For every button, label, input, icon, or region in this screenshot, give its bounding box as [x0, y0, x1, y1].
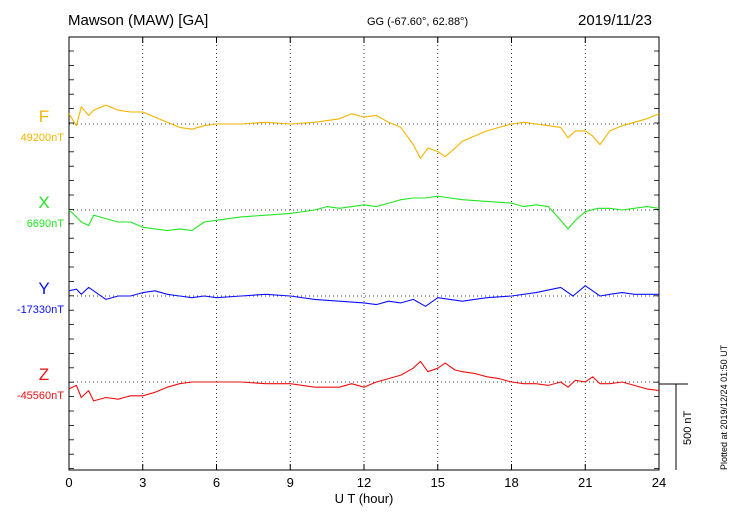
- series-baseline-y: -17330nT: [17, 304, 64, 316]
- series-name-y: Y: [38, 279, 49, 298]
- plotted-timestamp: Plotted at 2019/12/24 01:50 UT: [719, 344, 729, 470]
- series-line-y: [68, 285, 659, 307]
- series-line-z: [68, 360, 660, 402]
- x-tick-label: 6: [213, 475, 220, 490]
- series-name-f: F: [39, 107, 49, 126]
- series-baseline-f: 49200nT: [21, 132, 65, 144]
- x-tick-label: 21: [578, 475, 592, 490]
- series-name-x: X: [38, 193, 49, 212]
- scale-bar-label: 500 nT: [682, 410, 694, 445]
- x-tick-label: 9: [287, 475, 294, 490]
- x-tick-label: 15: [431, 475, 445, 490]
- x-tick-label: 12: [357, 475, 371, 490]
- series-line-x: [68, 195, 660, 232]
- x-tick-label: 18: [504, 475, 518, 490]
- series-name-z: Z: [39, 365, 49, 384]
- plot-date: 2019/11/23: [578, 12, 652, 29]
- series-baseline-z: -45560nT: [17, 390, 64, 402]
- geographic-coords: GG (-67.60°, 62.88°): [367, 16, 469, 28]
- x-axis-label: U T (hour): [335, 491, 394, 506]
- station-title: Mawson (MAW) [GA]: [68, 12, 209, 29]
- x-tick-label: 0: [65, 475, 72, 490]
- series-baseline-x: 6690nT: [27, 218, 65, 230]
- x-tick-label: 3: [139, 475, 146, 490]
- series-line-f: [68, 104, 660, 159]
- x-tick-label: 24: [652, 475, 666, 490]
